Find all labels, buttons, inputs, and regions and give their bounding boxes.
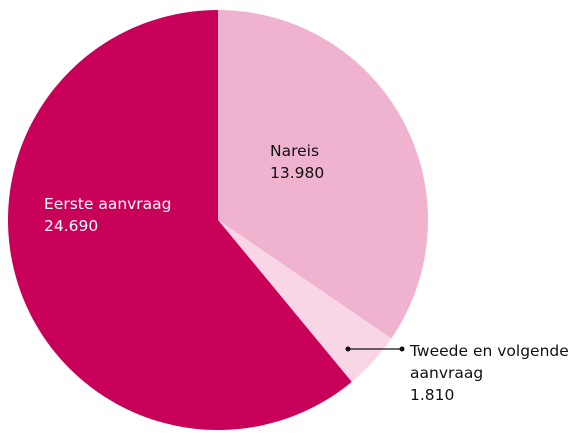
slice-label: Eerste aanvraag 24.690 (44, 193, 244, 237)
pie-slice (218, 10, 428, 339)
category-name: Tweede en volgende aanvraag (410, 342, 569, 382)
leader-dot (399, 346, 405, 352)
pie-slice (8, 10, 352, 430)
category-name: Nareis (270, 142, 320, 160)
category-name: Eerste aanvraag (44, 195, 172, 213)
slice-label: Tweede en volgende aanvraag 1.810 (410, 340, 575, 406)
slice-label: Nareis 13.980 (270, 140, 470, 184)
value-label: 1.810 (410, 386, 455, 404)
value-label: 24.690 (44, 217, 99, 235)
value-label: 13.980 (270, 164, 325, 182)
leader-dot (345, 346, 351, 352)
pie-slice (218, 220, 392, 382)
